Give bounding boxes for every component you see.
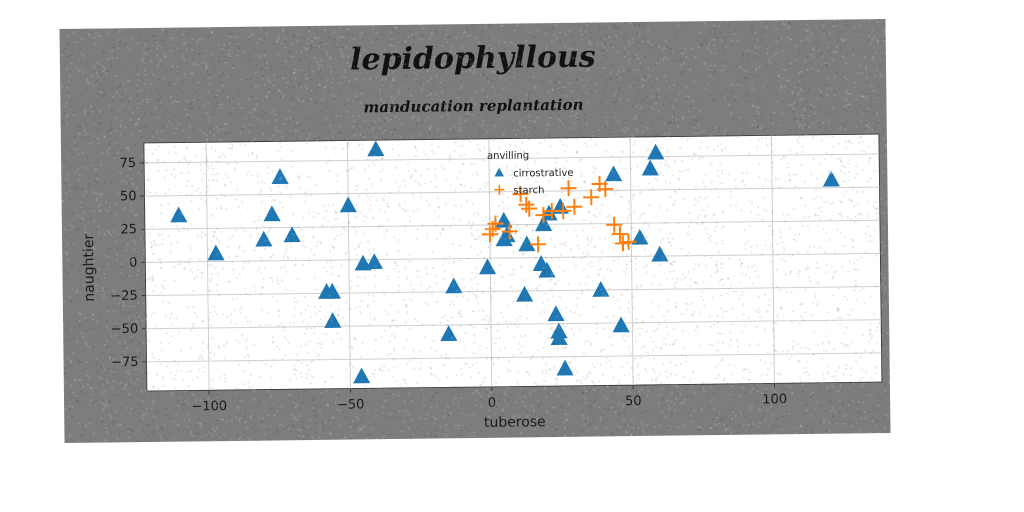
y-tick-label: −75 — [111, 355, 139, 370]
legend-label-cirrostrative: cirrostrative — [513, 168, 574, 180]
x-tick-label: 0 — [488, 396, 496, 411]
legend-label-starch: starch — [513, 185, 544, 196]
chart-title: lepidophyllous — [350, 40, 596, 78]
y-tick-label: 25 — [120, 222, 137, 237]
y-tick-label: 0 — [129, 255, 137, 270]
chart-subtitle: manducation replantation — [363, 96, 583, 117]
x-tick-label: −100 — [191, 399, 227, 414]
legend-title: anvilling — [487, 150, 529, 162]
y-axis-ticks: 75 50 25 0 −25 −50 −75 — [110, 156, 147, 370]
y-tick-label: −25 — [110, 289, 138, 304]
x-axis-label: tuberose — [484, 414, 546, 431]
y-axis-label: naughtier — [81, 233, 98, 301]
chart-frame: lepidophyllous manducation replantation … — [59, 18, 891, 444]
y-tick-label: 75 — [120, 156, 137, 171]
y-tick-label: 50 — [120, 189, 137, 204]
x-tick-label: −50 — [337, 397, 365, 412]
scatter-chart: lepidophyllous manducation replantation … — [81, 40, 883, 431]
x-tick-label: 50 — [625, 394, 642, 409]
y-tick-label: −50 — [111, 322, 139, 337]
x-tick-label: 100 — [762, 392, 787, 407]
